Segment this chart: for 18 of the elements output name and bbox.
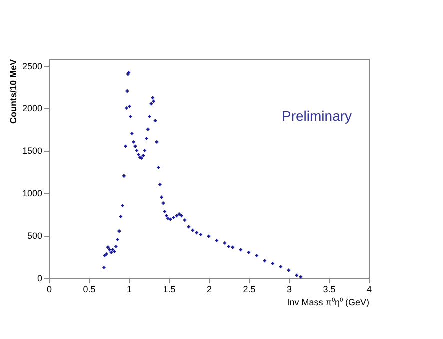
y-tick-label: 0 <box>37 274 42 284</box>
x-tick-label: 1.5 <box>163 284 176 294</box>
y-tick-label: 2500 <box>22 61 42 72</box>
annotation: Preliminary <box>282 108 352 124</box>
x-tick-label: 0 <box>46 284 52 294</box>
x-tick-label: 1 <box>126 284 132 294</box>
y-tick-label: 500 <box>27 231 42 242</box>
x-tick-label: 0.5 <box>83 284 96 294</box>
x-tick-label: 2.5 <box>243 284 256 294</box>
y-tick-label: 2000 <box>22 104 42 114</box>
y-tick-label: 1000 <box>22 188 42 199</box>
x-tick-label: 3 <box>286 284 292 294</box>
x-tick-label: 2 <box>206 284 212 294</box>
x-tick-label: 3.5 <box>323 284 336 294</box>
y-axis-title: Counts/10 MeV <box>8 60 18 124</box>
y-tick-label: 1500 <box>22 146 42 156</box>
x-tick-label: 4 <box>366 284 372 294</box>
x-axis-title: Inv Mass π⁰η⁰ (GeV) <box>287 298 370 308</box>
